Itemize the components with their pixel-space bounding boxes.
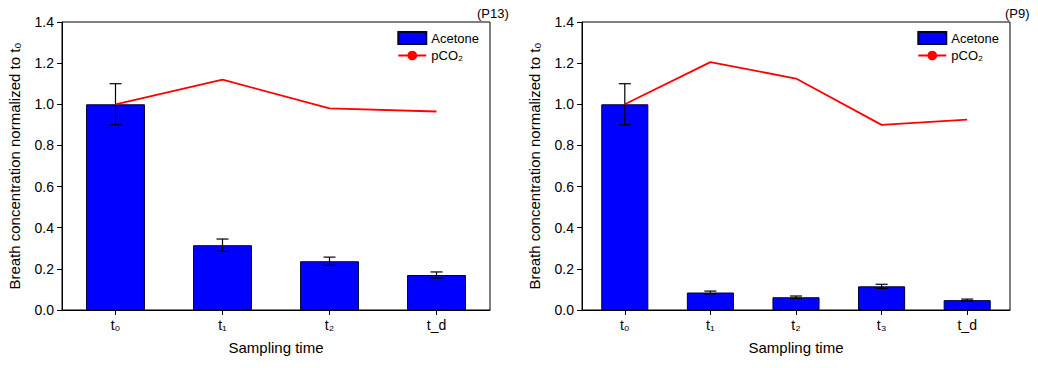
svg-text:Acetone: Acetone bbox=[431, 31, 479, 46]
svg-text:(P9): (P9) bbox=[1005, 6, 1030, 21]
svg-text:Breath concentration normalize: Breath concentration normalized to t₀ bbox=[6, 42, 23, 289]
svg-text:0.8: 0.8 bbox=[35, 137, 55, 153]
svg-text:0.4: 0.4 bbox=[555, 220, 575, 236]
svg-text:pCO₂: pCO₂ bbox=[951, 48, 983, 63]
svg-text:t₁: t₁ bbox=[706, 317, 715, 333]
svg-text:pCO₂: pCO₂ bbox=[431, 48, 463, 63]
svg-text:t₁: t₁ bbox=[218, 317, 227, 333]
svg-text:0.2: 0.2 bbox=[35, 261, 55, 277]
svg-text:0.8: 0.8 bbox=[555, 137, 575, 153]
svg-text:Sampling time: Sampling time bbox=[748, 339, 843, 356]
svg-text:0.6: 0.6 bbox=[35, 179, 55, 195]
svg-text:t₃: t₃ bbox=[877, 317, 887, 333]
svg-text:Acetone: Acetone bbox=[951, 31, 999, 46]
svg-text:1.4: 1.4 bbox=[35, 14, 55, 30]
svg-text:t₀: t₀ bbox=[111, 317, 121, 333]
svg-text:Breath concentration normalize: Breath concentration normalized to t₀ bbox=[526, 42, 543, 289]
svg-text:0.0: 0.0 bbox=[555, 302, 575, 318]
svg-text:t₂: t₂ bbox=[791, 317, 800, 333]
svg-text:1.2: 1.2 bbox=[555, 55, 575, 71]
svg-text:1.0: 1.0 bbox=[35, 96, 55, 112]
svg-text:1.0: 1.0 bbox=[555, 96, 575, 112]
svg-text:(P13): (P13) bbox=[477, 6, 509, 21]
svg-text:0.0: 0.0 bbox=[35, 302, 55, 318]
svg-text:0.4: 0.4 bbox=[35, 220, 55, 236]
svg-text:1.2: 1.2 bbox=[35, 55, 55, 71]
svg-text:t_d: t_d bbox=[427, 317, 446, 333]
svg-text:0.2: 0.2 bbox=[555, 261, 575, 277]
svg-text:1.4: 1.4 bbox=[555, 14, 575, 30]
svg-text:t₂: t₂ bbox=[325, 317, 334, 333]
svg-text:t₀: t₀ bbox=[620, 317, 630, 333]
svg-text:0.6: 0.6 bbox=[555, 179, 575, 195]
svg-text:Sampling time: Sampling time bbox=[228, 339, 323, 356]
svg-text:t_d: t_d bbox=[957, 317, 976, 333]
